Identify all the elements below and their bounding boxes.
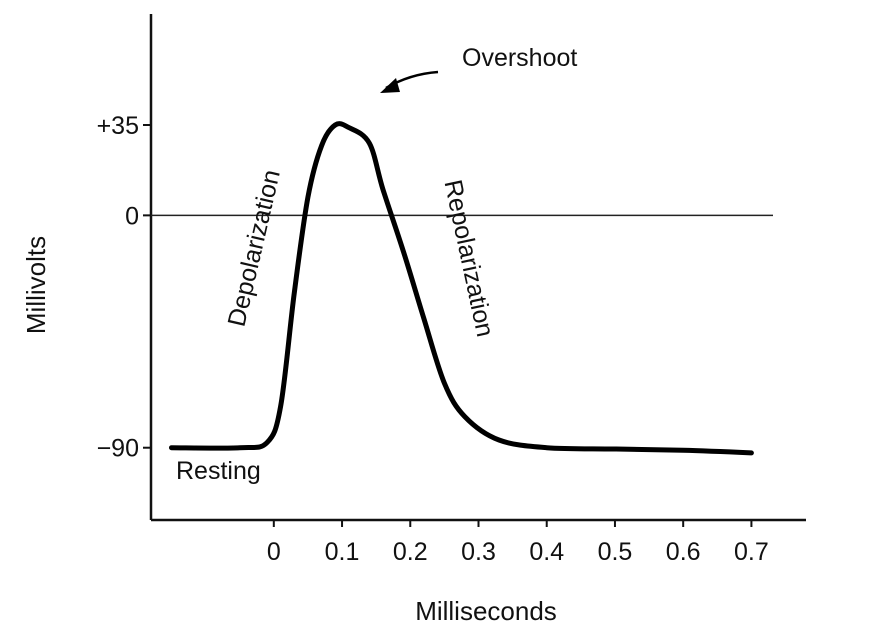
- y-axis-title: Millivolts: [21, 236, 51, 334]
- overshoot-arrowhead-icon: [380, 78, 400, 93]
- x-axis-title: Milliseconds: [415, 596, 557, 626]
- x-ticks: 0 0.1 0.2 0.3 0.4 0.5 0.6 0.7: [267, 520, 769, 566]
- x-tick-label: 0.3: [461, 538, 496, 566]
- x-tick-label: 0.6: [666, 538, 701, 566]
- action-potential-curve: [169, 121, 754, 456]
- annotation-resting: Resting: [176, 457, 261, 485]
- y-tick-label: 0: [125, 202, 139, 230]
- x-tick-label: 0.1: [325, 538, 360, 566]
- y-ticks: +35 0 −90: [97, 112, 151, 463]
- y-tick-label: +35: [97, 112, 139, 140]
- annotation-overshoot: Overshoot: [462, 44, 577, 72]
- annotation-repolarization: Repolarization: [439, 177, 500, 339]
- x-tick-label: 0.5: [598, 538, 633, 566]
- x-tick-label: 0.4: [529, 538, 564, 566]
- x-tick-label: 0: [267, 538, 281, 566]
- x-tick-label: 0.2: [393, 538, 428, 566]
- x-tick-label: 0.7: [734, 538, 769, 566]
- annotation-depolarization: Depolarization: [223, 167, 286, 329]
- y-tick-label: −90: [97, 435, 139, 463]
